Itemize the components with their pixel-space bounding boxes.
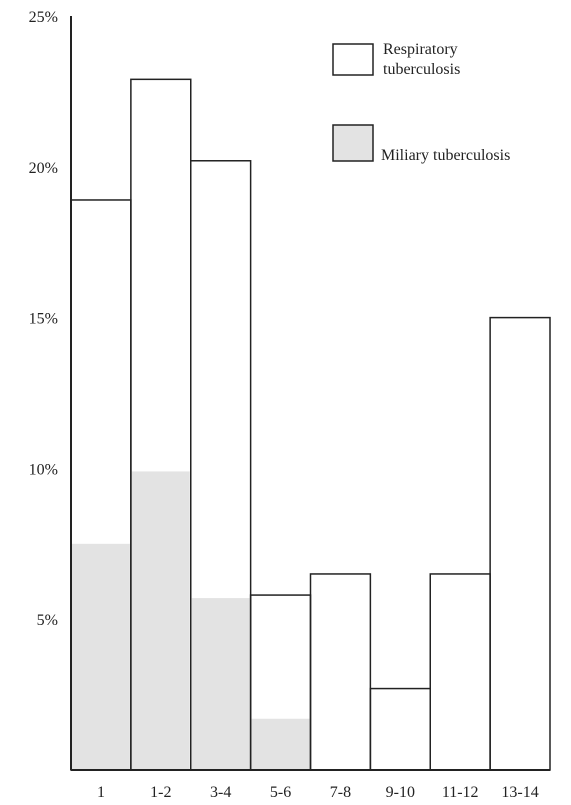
x-tick-label-9-10: 9-10 (386, 784, 415, 801)
y-tick-label-15: 15% (29, 311, 58, 328)
y-tick-label-5: 5% (37, 612, 58, 629)
bar-respiratory-9-10 (369, 687, 431, 771)
legend: Respiratory tuberculosis Miliary tubercu… (332, 41, 510, 164)
x-tick-label-1: 1 (97, 784, 105, 801)
x-tick-label-7-8: 7-8 (330, 784, 351, 801)
legend-label-miliary: Miliary tuberculosis (381, 147, 510, 164)
bar-miliary-1-2 (131, 471, 190, 770)
legend-label-respiratory-line2: tuberculosis (383, 61, 460, 78)
x-tick-label-13-14: 13-14 (501, 784, 538, 801)
legend-label-respiratory-line1: Respiratory (383, 41, 458, 58)
miliary-bars (72, 471, 310, 770)
bar-respiratory-13-14 (489, 316, 551, 771)
legend-swatch-respiratory (332, 43, 374, 76)
legend-swatch-miliary (332, 124, 374, 162)
x-tick-label-5-6: 5-6 (270, 784, 291, 801)
bar-miliary-1 (72, 543, 130, 770)
y-tick-label-20: 20% (29, 160, 58, 177)
x-tick-label-3-4: 3-4 (210, 784, 231, 801)
x-tick-labels: 1 1-2 3-4 5-6 7-8 9-10 11-12 13-14 (97, 784, 539, 801)
x-tick-label-11-12: 11-12 (442, 784, 479, 801)
bar-miliary-5-6 (251, 718, 310, 770)
y-tick-label-10: 10% (29, 461, 58, 478)
x-tick-label-1-2: 1-2 (150, 784, 171, 801)
y-tick-labels: 25% 20% 15% 10% 5% (29, 9, 58, 629)
bar-respiratory-11-12 (429, 573, 491, 771)
bar-respiratory-7-8 (309, 573, 372, 771)
bar-miliary-3-4 (191, 598, 250, 770)
y-tick-label-25: 25% (29, 9, 58, 26)
